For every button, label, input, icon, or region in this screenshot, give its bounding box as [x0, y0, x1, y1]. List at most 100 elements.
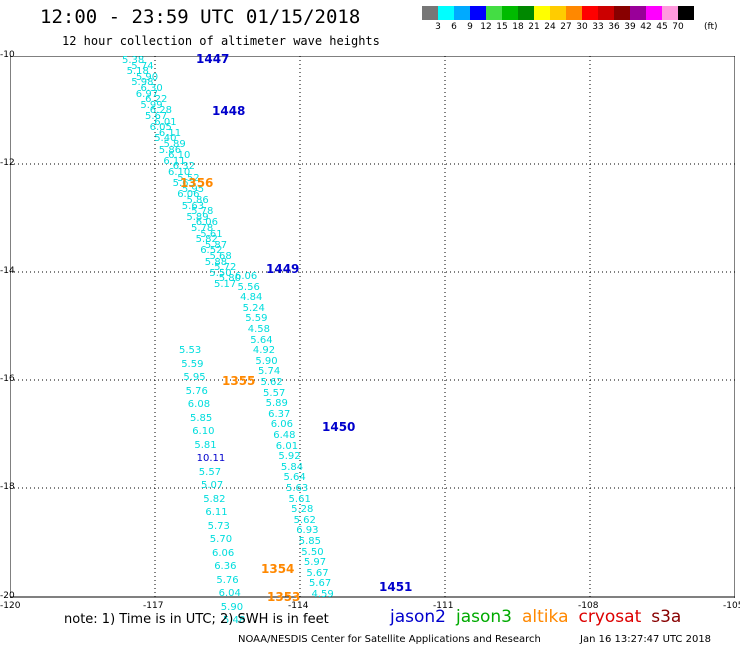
wave-height-sample: 5.61 [200, 228, 223, 240]
wave-height-sample: 5.70 [209, 534, 233, 545]
wave-height-sample: 5.28 [291, 504, 314, 516]
latitude-label: -14 [0, 266, 15, 276]
latitude-label: -16 [0, 374, 15, 384]
wave-height-sample: 5.63 [181, 200, 205, 212]
scale-label: 18 [512, 22, 524, 32]
wave-height-sample: 5.57 [198, 466, 222, 478]
wave-height-sample: 4.58 [247, 324, 271, 335]
wave-height-sample: 5.50 [209, 267, 232, 279]
wave-height-sample: 5.81 [194, 439, 217, 451]
wave-height-sample: 5.86 [186, 195, 209, 206]
scale-label: 36 [608, 22, 620, 32]
wave-height-sample: 5.67 [145, 111, 168, 122]
wave-height-sample: 6.10 [192, 426, 215, 437]
pass-time-label: 1449 [266, 262, 300, 276]
wave-height-sample: 5.72 [214, 262, 237, 274]
scale-label: 39 [624, 22, 636, 32]
wave-height-sample: 6.06 [235, 271, 258, 282]
wave-height-sample: 6.30 [140, 83, 163, 94]
wave-height-sample: 5.53 [179, 345, 202, 356]
pass-time-label: 1355 [222, 374, 256, 388]
wave-height-sample: 6.22 [145, 94, 168, 106]
scale-label: 6 [451, 22, 457, 32]
wave-height-sample: 5.59 [181, 358, 204, 370]
wave-height-sample: 6.06 [212, 547, 235, 559]
scale-swatch: 30 [566, 6, 588, 32]
wave-height-sample: 6.11 [158, 127, 182, 139]
wave-height-sample: 6.28 [149, 105, 172, 117]
satellite-legend: jason2 jason3 altika cryosat s3a [390, 607, 681, 627]
map-grid [10, 56, 735, 598]
wave-height-sample: 5.67 [308, 578, 332, 590]
wave-height-sample: 5.86 [158, 144, 182, 156]
scale-label: 9 [467, 22, 473, 32]
wave-height-sample: 5.57 [263, 387, 286, 399]
wave-height-sample: 5.40 [154, 133, 177, 145]
scale-swatch: 33 [582, 6, 604, 32]
wave-height-sample: 5.18 [126, 66, 149, 78]
latitude-label: -20 [0, 591, 15, 601]
scale-label: 27 [560, 22, 572, 32]
wave-height-sample: 6.01 [154, 116, 177, 128]
wave-height-sample: 6.05 [149, 122, 172, 134]
scale-label: 15 [496, 22, 508, 32]
wave-height-sample: 5.98 [131, 77, 154, 89]
chart-title: 12:00 - 23:59 UTC 01/15/2018 [40, 6, 361, 28]
wave-height-sample: 6.52 [200, 245, 223, 257]
wave-height-sample: 4.92 [252, 345, 276, 357]
longitude-label: -117 [143, 601, 164, 611]
wave-height-sample: 5.92 [278, 451, 301, 463]
wave-height-sample: 6.08 [187, 399, 211, 410]
latitude-label: -10 [0, 50, 15, 60]
wave-height-sample: 5.89 [265, 398, 288, 410]
footer-note: note: 1) Time is in UTC; 2) SWH is in fe… [64, 612, 329, 627]
scale-swatch: 6 [438, 6, 457, 32]
scale-swatch: 12 [470, 6, 492, 32]
wave-height-sample: 5.24 [242, 302, 265, 314]
satellite-legend-item: s3a [651, 607, 682, 627]
scale-swatch: 27 [550, 6, 572, 32]
wave-height-color-scale: 3 6 9 12 15 18 21 24 27 30 33 36 39 42 45 70 [422, 6, 694, 32]
wave-height-sample: 5.97 [303, 557, 327, 569]
scale-swatch: 15 [486, 6, 508, 32]
wave-height-sample: 5.85 [190, 412, 213, 424]
wave-height-sample: 5.95 [183, 372, 206, 383]
wave-height-sample: 5.78 [191, 223, 214, 234]
wave-height-sample: 5.95 [181, 183, 205, 195]
wave-height-sample: 5.62 [293, 514, 316, 526]
wave-height-sample: 5.85 [298, 536, 322, 547]
wave-height-sample: 6.32 [172, 161, 195, 173]
wave-height-sample: 6.93 [296, 525, 319, 537]
wave-height-sample: 5.38 [122, 55, 145, 66]
wave-height-sample: 10.11 [196, 453, 226, 464]
pass-time-label: 1450 [322, 420, 356, 434]
wave-height-sample: 6.06 [270, 419, 293, 431]
wave-height-sample: 5.56 [237, 281, 260, 293]
wave-height-sample: 5.63 [286, 483, 309, 494]
wave-height-sample: 6.37 [268, 408, 291, 420]
wave-height-sample: 4.84 [240, 292, 263, 304]
longitude-label: -111 [433, 601, 454, 611]
satellite-legend-item: jason3 [456, 607, 512, 627]
wave-height-sample: 5.63 [172, 178, 195, 190]
wave-height-sample: 5.52 [177, 172, 200, 184]
wave-height-sample: 5.90 [220, 601, 244, 613]
wave-height-sample: 5.88 [204, 256, 228, 268]
wave-height-sample: 5.68 [209, 251, 232, 262]
wave-height-sample: 6.11 [163, 155, 186, 167]
scale-label: 70 [672, 22, 684, 32]
scale-swatch: 36 [598, 6, 620, 32]
pass-time-label: 1448 [212, 104, 246, 118]
wave-height-sample: 5.89 [163, 139, 186, 150]
scale-swatch: 3 [422, 6, 441, 32]
wave-height-sample: 5.07 [201, 480, 224, 491]
wave-height-sample: 6.01 [275, 440, 299, 452]
pass-time-label: 1447 [196, 52, 230, 66]
wave-height-sample: 5.82 [203, 493, 226, 505]
wave-height-sample: 5.50 [301, 546, 324, 558]
wave-height-sample: 5.87 [204, 239, 228, 251]
latitude-label: -12 [0, 158, 15, 168]
satellite-legend-item: cryosat [578, 607, 642, 627]
scale-swatch: 70 [662, 6, 684, 32]
wave-height-sample: 5.74 [131, 60, 154, 72]
